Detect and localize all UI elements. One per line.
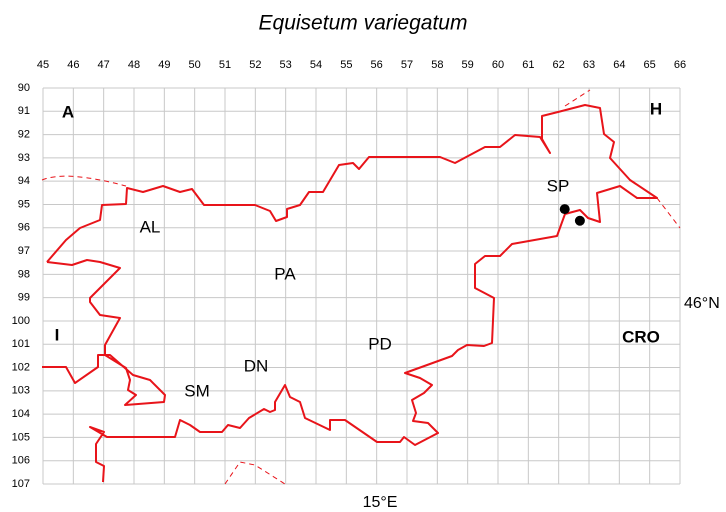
column-label: 50 (189, 59, 201, 71)
region-label: DN (244, 356, 269, 375)
row-label: 97 (18, 245, 30, 257)
row-label: 92 (18, 128, 30, 140)
country-border (42, 259, 166, 406)
column-label: 55 (340, 59, 352, 71)
column-label: 61 (522, 59, 534, 71)
row-label: 100 (12, 315, 30, 327)
neighbour-border (564, 89, 591, 107)
row-label: 95 (18, 198, 30, 210)
column-label: 46 (67, 59, 79, 71)
column-label: 59 (462, 59, 474, 71)
row-label: 105 (12, 431, 30, 443)
column-label: 56 (371, 59, 383, 71)
record-dot (574, 215, 585, 226)
country-label: H (650, 99, 662, 118)
column-label: 51 (219, 59, 231, 71)
latitude-label: 46°N (684, 295, 720, 312)
row-label: 106 (12, 455, 30, 467)
row-label: 102 (12, 361, 30, 373)
column-label: 58 (431, 59, 443, 71)
row-label: 99 (18, 292, 30, 304)
neighbour-border (656, 197, 681, 229)
column-label: 66 (674, 59, 686, 71)
country-label: CRO (622, 327, 660, 346)
column-label: 52 (249, 59, 261, 71)
column-label: 60 (492, 59, 504, 71)
row-label: 103 (12, 385, 30, 397)
neighbour-border (41, 175, 127, 187)
region-label: PD (368, 334, 392, 353)
column-label: 64 (613, 59, 625, 71)
row-label: 93 (18, 152, 30, 164)
row-label: 94 (18, 175, 30, 187)
record-dot (559, 204, 570, 215)
column-label: 54 (310, 59, 322, 71)
region-label: SP (547, 176, 570, 195)
row-label: 91 (18, 105, 30, 117)
border (41, 89, 681, 485)
row-label: 101 (12, 338, 30, 350)
map-title: Equisetum variegatum (259, 12, 468, 35)
column-label: 63 (583, 59, 595, 71)
neighbour-border (224, 461, 286, 485)
region-label: AL (140, 217, 161, 236)
row-label: 96 (18, 222, 30, 234)
column-label: 45 (37, 59, 49, 71)
region-label: PA (274, 264, 296, 283)
grid: 45 46 47 48 49 50 51 52 53 54 55 56 57 58 59 60 61 62 63 64… (12, 59, 686, 490)
country-label: I (55, 325, 60, 344)
country-border (46, 104, 658, 483)
column-label: 62 (553, 59, 565, 71)
column-label: 65 (644, 59, 656, 71)
longitude-label: 15°E (363, 494, 398, 511)
row-label: 90 (18, 82, 30, 94)
column-label: 53 (280, 59, 292, 71)
row-label: 98 (18, 268, 30, 280)
column-label: 57 (401, 59, 413, 71)
country-label: A (62, 102, 74, 121)
column-label: 49 (158, 59, 170, 71)
column-label: 47 (98, 59, 110, 71)
records (559, 204, 585, 226)
row-label: 107 (12, 478, 30, 490)
row-label: 104 (12, 408, 30, 420)
region-label: SM (184, 381, 210, 400)
column-label: 48 (128, 59, 140, 71)
